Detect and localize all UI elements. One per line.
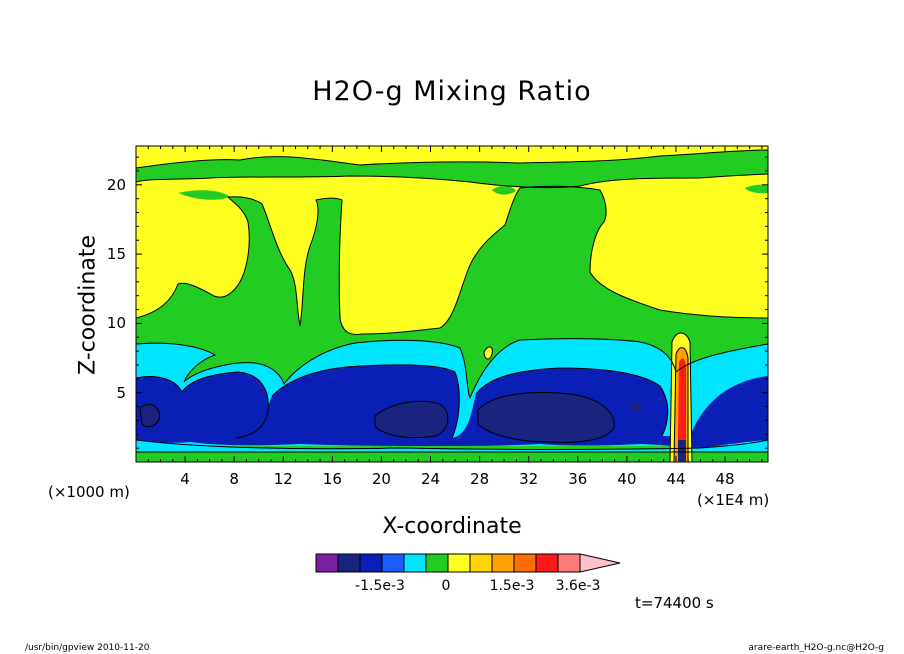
contour-yellow-blob bbox=[484, 346, 493, 360]
colorbar-swatch bbox=[491, 553, 515, 573]
colorbar-swatch bbox=[381, 553, 405, 573]
footer-source: arare-earth_H2O-g.nc@H2O-g bbox=[748, 643, 884, 653]
contour-green-surface bbox=[136, 452, 768, 462]
colorbar-swatch bbox=[535, 553, 559, 573]
x-tick-label: 12 bbox=[273, 470, 293, 488]
x-tick-label: 32 bbox=[519, 470, 539, 488]
colorbar-label: 0 bbox=[441, 578, 451, 594]
colorbar-swatch bbox=[513, 553, 537, 573]
x-tick-label: 16 bbox=[322, 470, 342, 488]
x-tick-label: 24 bbox=[420, 470, 441, 488]
colorbar bbox=[315, 553, 621, 573]
convective-tower-navy bbox=[678, 440, 686, 462]
colorbar-extend-triangle bbox=[579, 553, 621, 573]
contour-navy-core-1 bbox=[140, 404, 160, 427]
colorbar-swatch bbox=[447, 553, 471, 573]
x-tick-label: 36 bbox=[568, 470, 588, 488]
colorbar-swatch bbox=[337, 553, 361, 573]
colorbar-swatch bbox=[315, 553, 339, 573]
y-tick-label: 15 bbox=[106, 245, 126, 264]
colorbar-swatch bbox=[425, 553, 449, 573]
tick-marks bbox=[136, 146, 768, 462]
x-tick-label: 20 bbox=[371, 470, 391, 488]
contour-green-bubble-3 bbox=[745, 184, 768, 194]
contour-lines bbox=[136, 149, 768, 462]
x-tick-label: 8 bbox=[229, 470, 239, 488]
colorbar-swatch bbox=[557, 553, 581, 573]
x-tick-label: 40 bbox=[617, 470, 637, 488]
x-tick-label: 4 bbox=[180, 470, 190, 488]
colorbar-swatch bbox=[469, 553, 493, 573]
contour-navy-core-3 bbox=[478, 392, 615, 443]
x-axis-unit-right: (×1E4 m) bbox=[697, 491, 770, 509]
colorbar-label: 1.5e-3 bbox=[489, 578, 535, 594]
x-tick-label: 28 bbox=[470, 470, 490, 488]
plot-frame bbox=[135, 145, 769, 463]
x-axis-label: X-coordinate bbox=[382, 514, 522, 539]
footer-command: /usr/bin/gpview 2010-11-20 bbox=[25, 643, 150, 653]
x-axis-unit-left: (×1000 m) bbox=[48, 483, 130, 501]
colorbar-label: 3.6e-3 bbox=[555, 578, 601, 594]
y-tick-label: 20 bbox=[106, 175, 126, 194]
y-tick-label: 10 bbox=[106, 314, 126, 333]
contour-navy-core-2 bbox=[375, 401, 448, 438]
contour-green-bubble-2 bbox=[492, 185, 516, 195]
contour-green-upper bbox=[136, 150, 768, 188]
colorbar-label: -1.5e-3 bbox=[355, 578, 405, 594]
x-tick-label: 48 bbox=[715, 470, 735, 488]
contour-field bbox=[136, 146, 768, 462]
y-tick-label: 5 bbox=[116, 383, 126, 402]
contour-navy-core-4 bbox=[630, 402, 642, 412]
chart-title: H2O-g Mixing Ratio bbox=[312, 76, 592, 107]
convective-tower-red bbox=[678, 358, 686, 440]
x-tick-label: 44 bbox=[666, 470, 686, 488]
colorbar-swatch bbox=[359, 553, 383, 573]
colorbar-swatch bbox=[403, 553, 427, 573]
time-label: t=74400 s bbox=[635, 594, 714, 612]
contour-green-bubble-1 bbox=[178, 190, 230, 200]
